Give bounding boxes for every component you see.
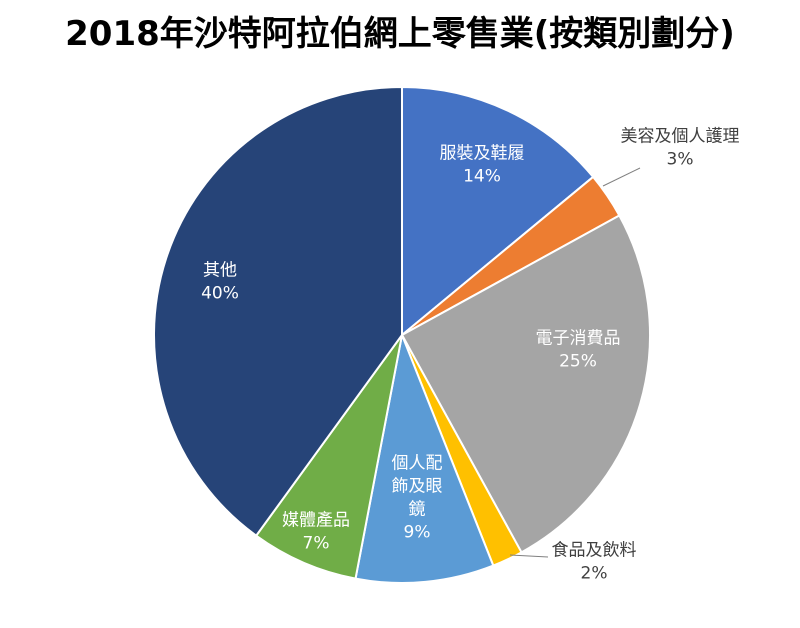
leader-line-1: [602, 167, 641, 187]
slice-value-label-5: 7%: [303, 534, 330, 554]
slice-category-label-4: 個人配: [392, 454, 443, 474]
slice-value-label-3: 2%: [581, 564, 608, 584]
slice-category-label-2: 電子消費品: [536, 329, 621, 349]
pie-slice-2: [400, 214, 651, 554]
slice-category-label-3: 食品及飲料: [552, 541, 637, 561]
slice-value-label-4: 9%: [404, 523, 431, 543]
leader-line-3: [509, 554, 549, 558]
slice-value-label-1: 3%: [667, 150, 694, 170]
slice-category-label-4: 鏡: [409, 500, 426, 520]
pie-slice-5: [254, 334, 403, 580]
slice-category-label-0: 服裝及鞋履: [440, 144, 525, 164]
slice-category-label-4: 飾及眼: [392, 477, 443, 497]
slice-value-label-2: 25%: [559, 352, 597, 372]
slice-category-label-5: 媒體產品: [282, 511, 350, 531]
slice-category-label-6: 其他: [203, 261, 237, 281]
pie-slice-6: [153, 85, 403, 538]
slice-value-label-0: 14%: [463, 167, 501, 187]
pie-slice-0: [401, 85, 595, 338]
slice-value-label-6: 40%: [201, 284, 239, 304]
chart-title: 2018年沙特阿拉伯網上零售業(按類別劃分): [65, 14, 735, 54]
pie-slice-4: [354, 331, 495, 584]
slice-category-label-1: 美容及個人護理: [621, 127, 740, 147]
